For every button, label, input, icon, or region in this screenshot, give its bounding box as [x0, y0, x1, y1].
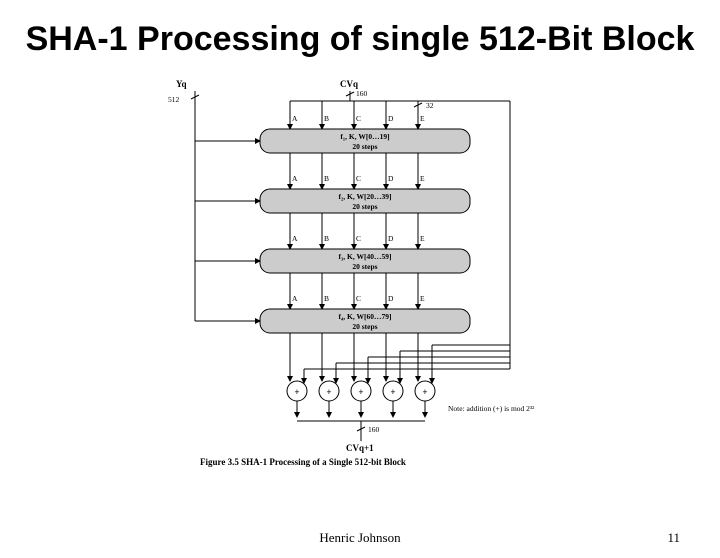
svg-text:D: D: [388, 174, 394, 183]
svg-text:+: +: [390, 387, 395, 397]
note-text: Note: addition (+) is mod 2³²: [448, 404, 535, 413]
label-512: 512: [168, 95, 180, 104]
svg-text:D: D: [388, 234, 394, 243]
label-160: 160: [356, 89, 368, 98]
svg-text:f₄, K, W[60…79]: f₄, K, W[60…79]: [339, 312, 392, 321]
svg-text:f₂, K, W[20…39]: f₂, K, W[20…39]: [339, 192, 392, 201]
page-number: 11: [667, 530, 680, 546]
svg-text:C: C: [356, 114, 361, 123]
conn-2-3: A B C D E: [290, 213, 425, 249]
svg-text:E: E: [420, 174, 425, 183]
svg-text:20 steps: 20 steps: [352, 142, 377, 151]
adders: + + + + +: [287, 381, 435, 401]
round-1: f₁, K, W[0…19] 20 steps: [260, 129, 470, 153]
svg-text:E: E: [420, 294, 425, 303]
svg-text:B: B: [324, 114, 329, 123]
label-cvq: CVq: [340, 79, 358, 89]
svg-text:f₁, K, W[0…19]: f₁, K, W[0…19]: [340, 132, 389, 141]
conn-1-2: A B C D E: [290, 153, 425, 189]
svg-text:B: B: [324, 174, 329, 183]
svg-text:+: +: [294, 387, 299, 397]
round-4: f₄, K, W[60…79] 20 steps: [260, 309, 470, 333]
svg-text:E: E: [420, 234, 425, 243]
label-yq: Yq: [176, 79, 187, 89]
footer-author: Henric Johnson: [0, 530, 720, 546]
svg-text:B: B: [324, 294, 329, 303]
svg-text:20 steps: 20 steps: [352, 202, 377, 211]
svg-text:A: A: [292, 114, 298, 123]
svg-text:A: A: [292, 234, 298, 243]
slide-title: SHA-1 Processing of single 512-Bit Block: [20, 18, 700, 61]
feedback-lines: [304, 345, 510, 383]
label-32: 32: [426, 101, 434, 110]
svg-text:f₃, K, W[40…59]: f₃, K, W[40…59]: [339, 252, 392, 261]
reg-lines-top: A B C D E: [290, 101, 425, 129]
svg-text:160: 160: [368, 425, 380, 434]
round-2: f₂, K, W[20…39] 20 steps: [260, 189, 470, 213]
svg-text:C: C: [356, 294, 361, 303]
svg-text:+: +: [326, 387, 331, 397]
svg-text:B: B: [324, 234, 329, 243]
svg-text:D: D: [388, 114, 394, 123]
figure-caption: Figure 3.5 SHA-1 Processing of a Single …: [200, 457, 406, 467]
svg-text:C: C: [356, 234, 361, 243]
svg-text:CVq+1: CVq+1: [346, 443, 374, 453]
svg-text:20 steps: 20 steps: [352, 262, 377, 271]
svg-text:+: +: [422, 387, 427, 397]
conn-3-4: A B C D E: [290, 273, 425, 309]
output-lines: 160 CVq+1: [297, 401, 425, 453]
svg-text:C: C: [356, 174, 361, 183]
sha1-diagram: Yq CVq 512 160 32 A B C D E f₁, K, W[0…1…: [140, 69, 580, 469]
svg-text:E: E: [420, 114, 425, 123]
svg-text:D: D: [388, 294, 394, 303]
svg-text:A: A: [292, 294, 298, 303]
round-3: f₃, K, W[40…59] 20 steps: [260, 249, 470, 273]
svg-text:20 steps: 20 steps: [352, 322, 377, 331]
svg-text:A: A: [292, 174, 298, 183]
svg-text:+: +: [358, 387, 363, 397]
